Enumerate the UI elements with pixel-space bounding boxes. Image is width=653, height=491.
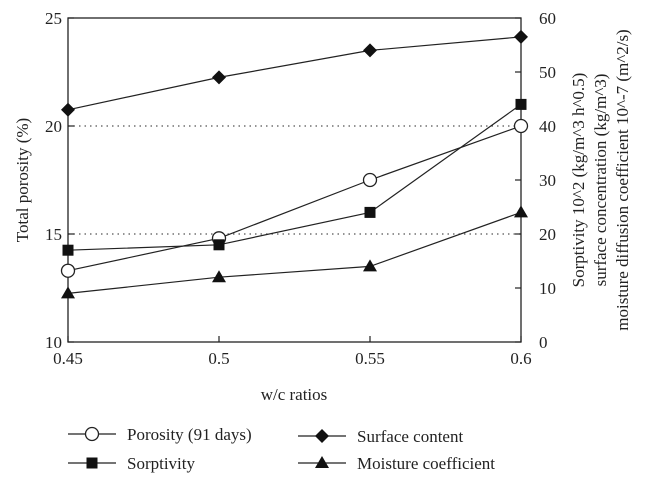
data-point [513, 118, 529, 134]
data-point [515, 98, 527, 110]
x-tick-label: 0.6 [510, 349, 531, 368]
data-point [213, 239, 225, 251]
data-point [61, 286, 75, 299]
legend-marker [84, 426, 100, 442]
y-axis-right-title: Sorptivity 10^2 (kg/m^3 h^0.5) [569, 73, 588, 288]
data-point [212, 70, 226, 85]
data-point [364, 206, 376, 218]
data-point [514, 205, 528, 218]
series-lines [67, 36, 522, 294]
y-right-tick-label: 40 [539, 117, 556, 136]
legend-label: Sorptivity [127, 454, 196, 473]
data-point [514, 29, 528, 44]
x-tick-label: 0.45 [53, 349, 83, 368]
data-point [212, 270, 226, 283]
data-point [60, 263, 76, 278]
y-left-tick-label: 25 [45, 9, 62, 28]
legend-label: Moisture coefficient [357, 454, 495, 473]
legend-marker [86, 457, 98, 469]
series-line [67, 211, 522, 294]
y-right-tick-label: 0 [539, 333, 548, 352]
legend: Porosity (91 days) Surface content Sorptiv… [68, 425, 495, 473]
series-markers [60, 29, 529, 299]
data-point [62, 244, 74, 256]
data-point [362, 172, 378, 188]
y-right-tick-label: 30 [539, 171, 556, 190]
data-point [61, 102, 75, 117]
x-tick-label: 0.5 [208, 349, 229, 368]
series-line [67, 103, 522, 251]
series-line [67, 36, 522, 111]
gridlines [68, 125, 521, 235]
y-right-tick-label: 50 [539, 63, 556, 82]
x-tick-label: 0.55 [355, 349, 385, 368]
y-right-tick-label: 60 [539, 9, 556, 28]
data-point [363, 43, 377, 58]
legend-marker [315, 456, 329, 468]
y-axis-right-titles: Sorptivity 10^2 (kg/m^3 h^0.5) surface co… [569, 29, 632, 330]
y-axis-right-title: moisture diffusion coefficient 10^-7 (m^… [613, 29, 632, 330]
legend-marker [315, 429, 329, 443]
y-right-tick-label: 10 [539, 279, 556, 298]
axes [67, 17, 522, 343]
y-left-tick-label: 15 [45, 225, 62, 244]
tick-labels: 0.45 0.5 0.55 0.6 10 15 20 25 0 10 20 30 40 50 60 [45, 9, 556, 368]
x-axis-title: w/c ratios [261, 385, 328, 404]
legend-label: Porosity (91 days) [127, 425, 252, 444]
y-right-tick-label: 20 [539, 225, 556, 244]
data-point [363, 259, 377, 272]
plot-frame [67, 17, 522, 343]
y-left-tick-label: 20 [45, 117, 62, 136]
legend-label: Surface content [357, 427, 463, 446]
y-left-tick-label: 10 [45, 333, 62, 352]
y-axis-left-title: Total porosity (%) [13, 118, 32, 242]
y-axis-right-title: surface concentration (kg/m^3) [591, 74, 610, 287]
series-line [67, 125, 522, 272]
